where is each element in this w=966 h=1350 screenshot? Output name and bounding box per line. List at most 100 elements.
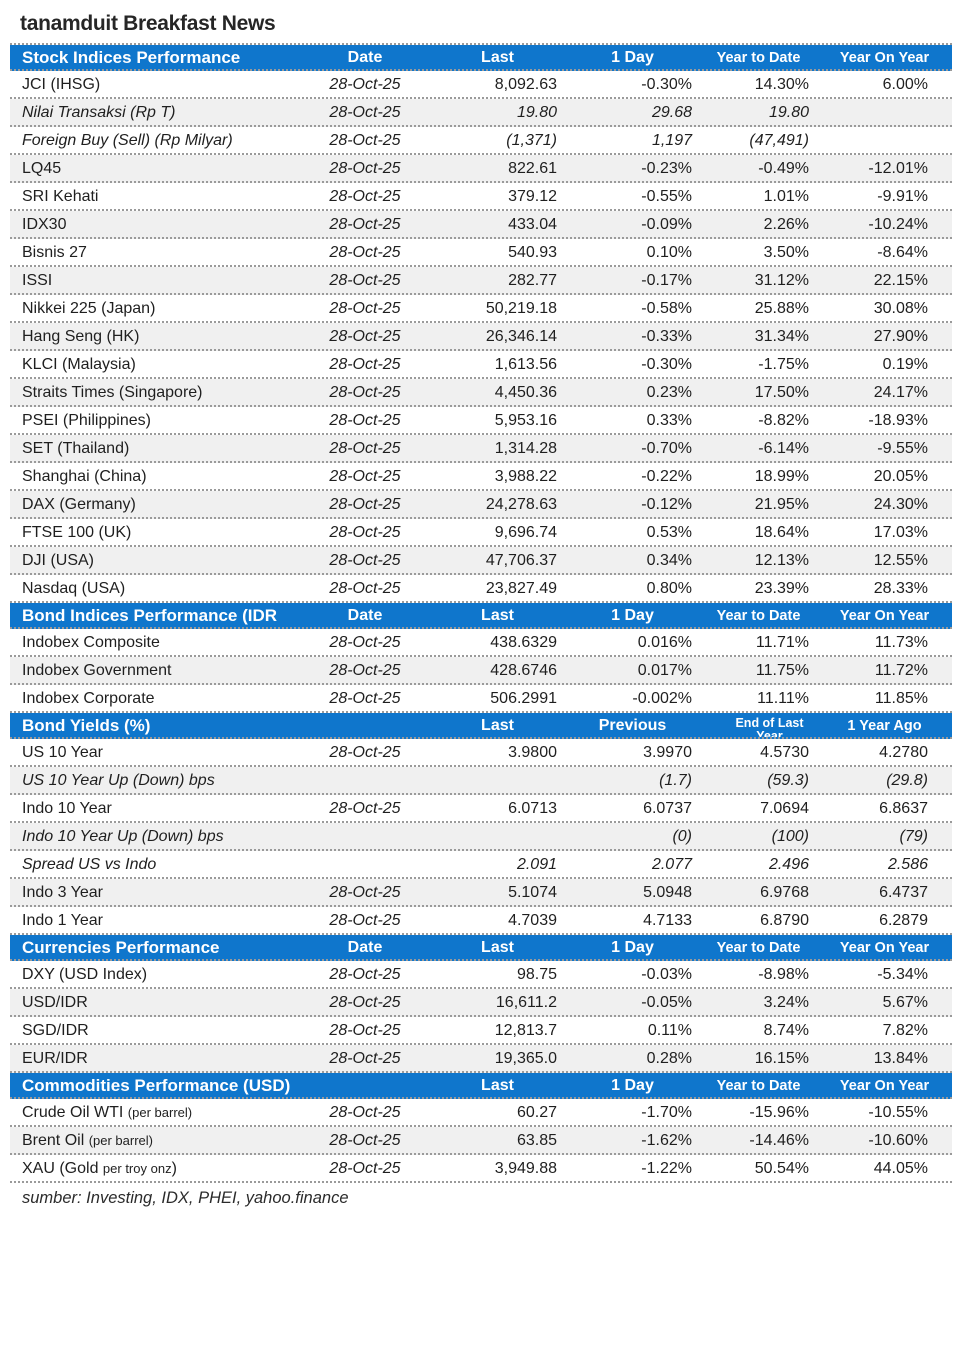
date-cell: 28-Oct-25 [329, 300, 401, 317]
row-label-post: ) [171, 1160, 177, 1177]
value-cell: 0.11% [647, 1022, 692, 1039]
value-cell: -0.30% [641, 76, 692, 93]
row-label-text: DAX (Germany) [22, 496, 136, 513]
value-cell: 11.11% [757, 690, 809, 707]
value-cell: 23.39% [754, 580, 809, 597]
section-title: Currencies Performance [22, 938, 220, 957]
value-cell: 11.71% [755, 634, 809, 651]
value-cell: 50.54% [754, 1160, 809, 1177]
value-cell: 13.84% [873, 1050, 928, 1067]
table-row: Indo 1 Year 28-Oct-25 4.7039 4.7133 6.8790 6.… [10, 907, 952, 935]
value-cell: 18.64% [754, 524, 809, 541]
row-label: US 10 Year Up (Down) bps [10, 767, 300, 793]
value-cell: 16,611.2 [495, 994, 557, 1011]
value-cell: 18.99% [754, 468, 809, 485]
value-cell: 60.27 [516, 1104, 557, 1121]
value-cell: (29.8) [886, 772, 928, 789]
table-row: Straits Times (Singapore) 28-Oct-25 4,450.… [10, 379, 952, 407]
date-cell: 28-Oct-25 [329, 272, 401, 289]
row-label: Indobex Corporate [10, 685, 300, 711]
value-cell: 4.7039 [508, 912, 557, 929]
table-row: DJI (USA) 28-Oct-25 47,706.37 0.34% 12.13% 12… [10, 547, 952, 575]
row-label-text: Nikkei 225 (Japan) [22, 300, 156, 317]
value-cell: -0.55% [641, 188, 692, 205]
value-cell: 540.93 [508, 244, 557, 261]
value-cell: 2.26% [763, 216, 809, 233]
value-cell: -10.60% [868, 1132, 928, 1149]
section-header-bond-yields: Bond Yields (%) Last Previous End of Last Y… [10, 713, 952, 739]
date-cell: 28-Oct-25 [329, 1050, 401, 1067]
value-cell [817, 127, 952, 153]
value-cell: 25.88% [754, 300, 809, 317]
date-cell: 28-Oct-25 [329, 800, 401, 817]
table-row: US 10 Year Up (Down) bps (1.7) (59.3) (29.8… [10, 767, 952, 795]
row-label-text: PSEI (Philippines) [22, 412, 151, 429]
value-cell: 29.68 [651, 104, 692, 121]
date-cell [300, 767, 430, 793]
value-cell: -0.12% [641, 496, 692, 513]
table-row: Crude Oil WTI (per barrel) 28-Oct-25 60.27… [10, 1099, 952, 1127]
value-cell: 428.6746 [490, 662, 557, 679]
table-row: Indobex Corporate 28-Oct-25 506.2991 -0.002… [10, 685, 952, 713]
value-cell: (59.3) [767, 772, 809, 789]
value-cell: 6.9768 [760, 884, 809, 901]
date-cell [300, 851, 430, 877]
value-cell: -0.09% [641, 216, 692, 233]
row-label-text: Indo 3 Year [22, 884, 103, 901]
value-cell: 822.61 [508, 160, 557, 177]
row-label-text: Indobex Composite [22, 634, 160, 651]
row-label-text: Indo 10 Year Up (Down) bps [22, 828, 224, 845]
table-row: FTSE 100 (UK) 28-Oct-25 9,696.74 0.53% 18.64… [10, 519, 952, 547]
date-cell: 28-Oct-25 [329, 216, 401, 233]
row-label-text: SRI Kehati [22, 188, 99, 205]
date-cell: 28-Oct-25 [329, 1132, 401, 1149]
value-cell: 0.016% [637, 634, 692, 651]
table-row: Hang Seng (HK) 28-Oct-25 26,346.14 -0.33% 31… [10, 323, 952, 351]
date-cell: 28-Oct-25 [329, 690, 401, 707]
date-cell [300, 823, 430, 849]
row-label: Nikkei 225 (Japan) [10, 295, 300, 321]
section-title: Commodities Performance (USD) [22, 1076, 291, 1095]
row-label-text: ISSI [22, 272, 53, 289]
value-cell: 47,706.37 [485, 552, 557, 569]
column-header: End of Last Year [735, 716, 804, 738]
value-cell: -18.93% [868, 412, 928, 429]
value-cell: 438.6329 [490, 634, 557, 651]
row-label-text: XAU (Gold [22, 1160, 99, 1177]
table-row: LQ45 28-Oct-25 822.61 -0.23% -0.49% -12.01% [10, 155, 952, 183]
value-cell: 3.24% [763, 994, 809, 1011]
value-cell: -0.002% [632, 690, 692, 707]
value-cell [430, 767, 565, 793]
value-cell: 379.12 [508, 188, 557, 205]
row-label-text: Indo 1 Year [22, 912, 103, 929]
table-row: SET (Thailand) 28-Oct-25 1,314.28 -0.70% -6.… [10, 435, 952, 463]
row-label-text: DXY (USD Index) [22, 966, 148, 983]
value-cell: 3,949.88 [494, 1160, 557, 1177]
row-label: Bisnis 27 [10, 239, 300, 265]
row-label: LQ45 [10, 155, 300, 181]
source-note: sumber: Investing, IDX, PHEI, yahoo.fina… [22, 1189, 349, 1207]
row-label-text: Indobex Corporate [22, 690, 155, 707]
value-cell: -6.14% [758, 440, 809, 457]
row-label: Indo 10 Year [10, 795, 300, 821]
value-cell: 26,346.14 [485, 328, 557, 345]
value-cell: -0.05% [641, 994, 692, 1011]
value-cell: 7.0694 [760, 800, 809, 817]
value-cell: 0.28% [646, 1050, 692, 1067]
row-label-text: US 10 Year [22, 744, 103, 761]
column-header: Previous [598, 717, 667, 734]
value-cell: 28.33% [873, 580, 928, 597]
column-header: Year to Date [716, 608, 801, 624]
date-cell: 28-Oct-25 [329, 884, 401, 901]
page-title: tanamduit Breakfast News [20, 12, 276, 35]
row-label: Foreign Buy (Sell) (Rp Milyar) [10, 127, 300, 153]
table-row: Nikkei 225 (Japan) 28-Oct-25 50,219.18 -0.5… [10, 295, 952, 323]
row-label: Indo 3 Year [10, 879, 300, 905]
row-label-text: Nasdaq (USA) [22, 580, 126, 597]
value-cell: 24.30% [873, 496, 928, 513]
row-label-text: SGD/IDR [22, 1022, 89, 1039]
row-label: FTSE 100 (UK) [10, 519, 300, 545]
value-cell: -10.55% [868, 1104, 928, 1121]
table-row: SRI Kehati 28-Oct-25 379.12 -0.55% 1.01% -9.9… [10, 183, 952, 211]
value-cell: 30.08% [873, 300, 928, 317]
